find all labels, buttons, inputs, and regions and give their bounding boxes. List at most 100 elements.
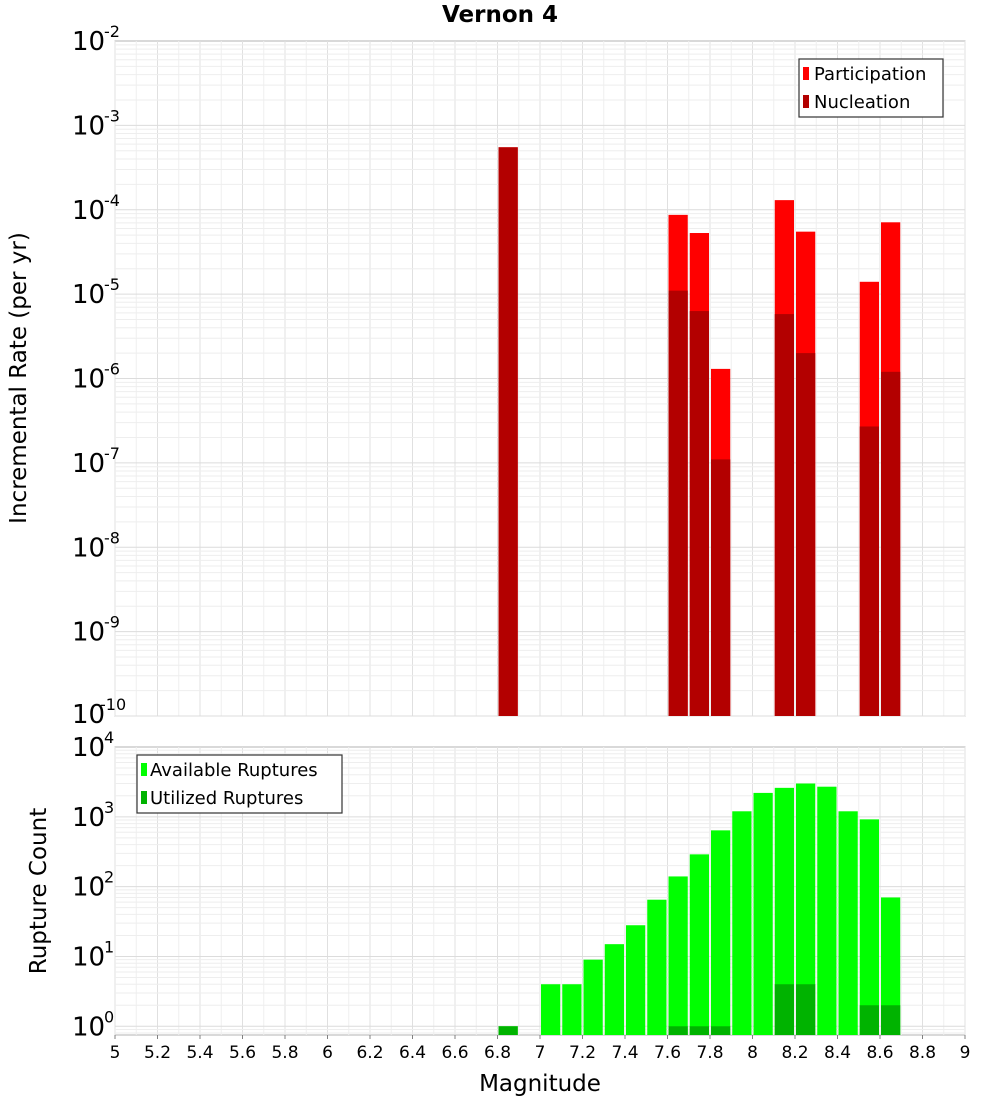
x-tick-label: 8.2 [781,1043,808,1063]
x-tick-label: 7.8 [696,1043,723,1063]
bottom-y-tick-label: 10 [72,942,105,972]
x-tick-label: 8.8 [909,1043,936,1063]
bar-available-ruptures [753,792,773,1035]
bottom-grid [114,747,966,1035]
top-y-axis-title: Incremental Rate (per yr) [6,232,32,524]
legend-swatch-utilized-ruptures [141,791,147,804]
bar-available-ruptures [859,819,879,1035]
bar-available-ruptures [817,786,837,1035]
x-tick-label: 5.4 [186,1043,213,1063]
bar-available-ruptures [796,783,816,1035]
bar-nucleation [774,314,794,716]
legend-label-utilized-ruptures: Utilized Ruptures [150,788,303,809]
x-tick-label: 8.6 [866,1043,893,1063]
x-tick-label: 5.6 [229,1043,256,1063]
x-tick-label: 5.2 [144,1043,171,1063]
bottom-y-tick-label: 10 [72,733,105,763]
bottom-y-tick-exponent: 4 [104,728,114,747]
top-y-tick-exponent: -2 [104,22,120,41]
x-tick-label: 6.6 [441,1043,468,1063]
legend-swatch-available-ruptures [141,763,147,776]
bar-nucleation [859,426,879,716]
bottom-y-tick-label: 10 [72,803,105,833]
top-y-tick-exponent: -3 [104,106,120,125]
x-tick-label: 6.4 [399,1043,426,1063]
bar-available-ruptures [838,811,858,1035]
bar-available-ruptures [881,897,901,1035]
bar-utilized-ruptures [668,1026,688,1035]
top-y-tick-exponent: -4 [104,191,120,210]
top-y-tick-exponent: -8 [104,528,120,547]
x-axis-ticks: 5 5.2 5.4 5.6 5.8 6 6.2 6.4 6.6 6.8 7 7.2 7.4 7.6 7.8 8… [110,1035,971,1063]
x-tick-label: 7.2 [569,1043,596,1063]
bar-utilized-ruptures [859,1005,879,1035]
legend-swatch-nucleation [803,95,809,108]
legend-label-participation: Participation [814,64,926,85]
bar-available-ruptures [711,830,731,1035]
top-y-tick-label: 10 [72,618,105,648]
bar-available-ruptures [541,984,561,1035]
top-y-tick-label: 10 [72,700,105,730]
bar-nucleation [668,290,688,716]
x-tick-label: 7 [535,1043,546,1063]
bottom-y-tick-label: 10 [72,1012,105,1042]
bottom-y-tick-exponent: 1 [104,937,114,956]
x-tick-label: 6.2 [356,1043,383,1063]
bar-available-ruptures [583,959,603,1035]
bar-available-ruptures [774,787,794,1035]
bottom-y-axis-title: Rupture Count [26,808,52,974]
bottom-y-tick-exponent: 2 [104,868,114,887]
x-tick-label: 7.6 [654,1043,681,1063]
top-grid [114,41,966,717]
x-tick-label: 5.8 [271,1043,298,1063]
bottom-legend: Available Ruptures Utilized Ruptures [136,754,343,814]
x-tick-label: 6 [322,1043,333,1063]
top-y-tick-label: 10 [72,449,105,479]
bar-available-ruptures [626,925,646,1035]
top-y-tick-label: 10 [72,365,105,395]
bottom-y-tick-exponent: 0 [104,1007,114,1026]
x-axis-title: Magnitude [479,1071,601,1097]
top-y-tick-exponent: -5 [104,275,120,294]
x-tick-label: 9 [960,1043,971,1063]
bar-available-ruptures [562,984,582,1035]
x-tick-label: 5 [110,1043,121,1063]
legend-swatch-participation [803,67,809,80]
x-tick-label: 8 [747,1043,758,1063]
x-tick-label: 6.8 [484,1043,511,1063]
x-tick-label: 7.4 [611,1043,638,1063]
top-bars [498,147,901,717]
top-y-tick-label: 10 [72,280,105,310]
bottom-y-tick-exponent: 3 [104,798,114,817]
bottom-legend-box [136,754,343,814]
bar-nucleation [881,371,901,716]
bar-available-ruptures [604,944,624,1035]
top-y-tick-exponent: -9 [104,613,120,632]
top-y-tick-label: 10 [72,111,105,141]
bar-utilized-ruptures [498,1026,518,1035]
bar-nucleation [796,353,816,716]
top-y-tick-exponent: -7 [104,444,120,463]
bar-nucleation [689,311,709,716]
legend-label-available-ruptures: Available Ruptures [150,760,318,781]
bar-available-ruptures [647,899,667,1035]
top-y-tick-exponent: -10 [100,695,126,714]
top-y-tick-label: 10 [72,533,105,563]
x-tick-label: 8.4 [824,1043,851,1063]
bar-utilized-ruptures [881,1005,901,1035]
bar-utilized-ruptures [796,984,816,1035]
top-y-tick-label: 10 [72,196,105,226]
bar-nucleation [498,147,518,717]
top-y-tick-exponent: -6 [104,360,120,379]
top-legend-box [798,58,944,118]
bottom-y-tick-label: 10 [72,873,105,903]
bar-utilized-ruptures [711,1026,731,1035]
chart-title: Vernon 4 [442,2,558,28]
bar-available-ruptures [668,876,688,1035]
bar-utilized-ruptures [774,984,794,1035]
top-y-tick-label: 10 [72,27,105,57]
